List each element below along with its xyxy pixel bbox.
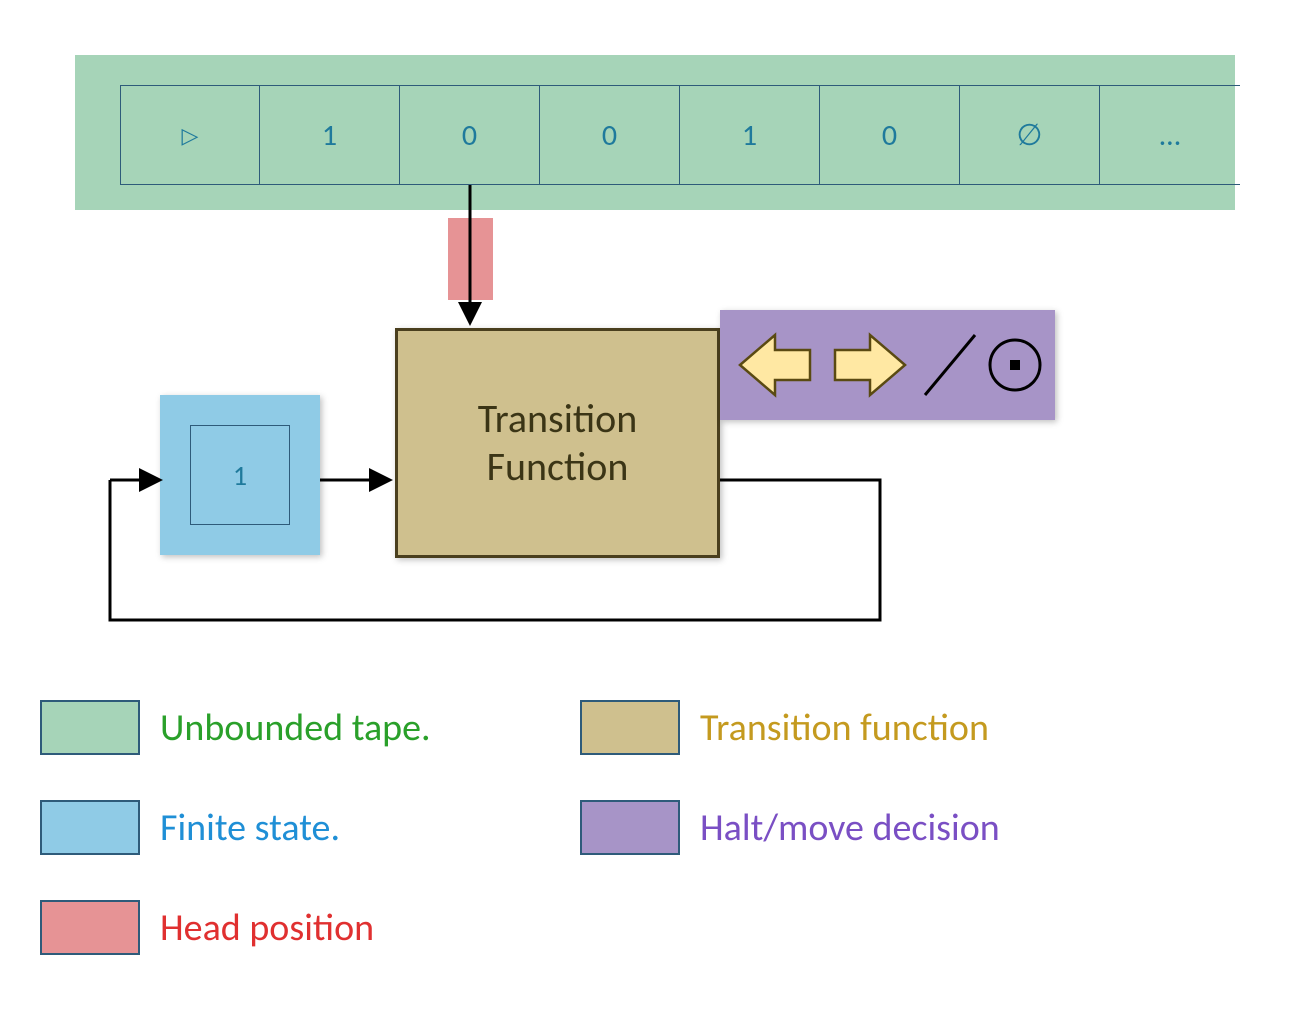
tape-cell: 0 bbox=[820, 85, 960, 185]
tape-cell: ▷ bbox=[120, 85, 260, 185]
halt-icon bbox=[990, 340, 1040, 390]
finite-state-value: 1 bbox=[233, 458, 247, 493]
move-left-icon bbox=[740, 335, 810, 395]
move-right-icon bbox=[835, 335, 905, 395]
head-position-marker bbox=[448, 218, 493, 300]
transition-function-box: Transition Function bbox=[395, 328, 720, 558]
finite-state-inner: 1 bbox=[190, 425, 290, 525]
legend-label: Head position bbox=[160, 905, 374, 951]
tape-cell: ∅ bbox=[960, 85, 1100, 185]
slash-icon bbox=[925, 335, 975, 395]
legend-swatch bbox=[40, 800, 140, 855]
legend-label: Finite state. bbox=[160, 805, 340, 851]
legend-swatch bbox=[40, 700, 140, 755]
halt-move-panel bbox=[720, 310, 1055, 420]
legend-swatch bbox=[40, 900, 140, 955]
legend-label: Transition function bbox=[700, 705, 989, 751]
tape-cell: 1 bbox=[260, 85, 400, 185]
legend-swatch bbox=[580, 700, 680, 755]
halt-move-icons bbox=[720, 310, 1055, 420]
turing-machine-diagram: ▷10010∅… Transition Function 1 bbox=[0, 0, 1301, 1031]
tape-cell: … bbox=[1100, 85, 1240, 185]
tape-cell: 0 bbox=[540, 85, 680, 185]
tape-cell: 0 bbox=[400, 85, 540, 185]
tape-cell: 1 bbox=[680, 85, 820, 185]
legend-label: Unbounded tape. bbox=[160, 705, 431, 751]
legend-swatch bbox=[580, 800, 680, 855]
transition-function-label: Transition Function bbox=[478, 395, 638, 491]
legend-label: Halt/move decision bbox=[700, 805, 1000, 851]
